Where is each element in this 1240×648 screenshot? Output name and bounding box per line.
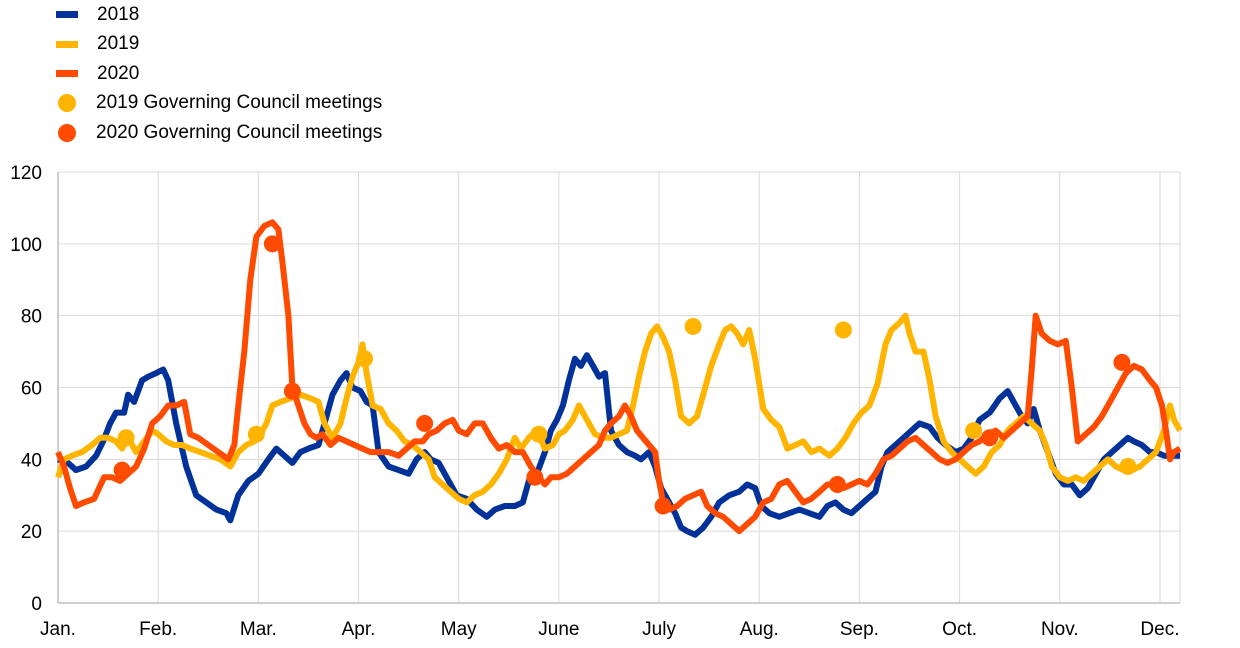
meeting-marker-2019 xyxy=(684,317,702,335)
x-tick-label: Mar. xyxy=(240,619,277,640)
axes xyxy=(57,172,1180,604)
y-tick-label: 120 xyxy=(10,163,42,184)
meeting-marker-2020 xyxy=(263,235,281,253)
legend-label: 2020 xyxy=(97,62,140,84)
meeting-marker-2019 xyxy=(247,425,265,443)
meeting-marker-2019 xyxy=(117,429,135,447)
legend-label: 2019 xyxy=(97,33,140,55)
meeting-marker-2020 xyxy=(654,497,672,515)
legend: 2018 2019 2020 2019 Governing Council meeti… xyxy=(50,0,382,148)
x-tick-label: Aug. xyxy=(740,619,779,640)
meeting-marker-2020 xyxy=(981,429,999,447)
legend-label: 2018 xyxy=(97,3,140,25)
x-tick-label: Nov. xyxy=(1041,619,1079,640)
y-tick-label: 0 xyxy=(31,594,42,615)
legend-item: 2020 Governing Council meetings xyxy=(50,118,382,148)
legend-dot-swatch xyxy=(58,94,76,113)
meeting-marker-2019 xyxy=(965,422,983,440)
y-tick-label: 60 xyxy=(21,379,42,400)
series-lines xyxy=(55,219,1183,538)
legend-line-swatch xyxy=(56,70,78,78)
meeting-marker-2019 xyxy=(834,321,852,339)
meeting-marker-2020 xyxy=(416,414,434,432)
x-tick-labels: Jan. Feb. Mar. Apr. May June July Aug. Sep. Oct. N… xyxy=(40,619,1179,640)
legend-item: 2020 xyxy=(50,59,382,89)
x-tick-label: Apr. xyxy=(342,619,376,640)
meeting-marker-2019 xyxy=(1119,458,1137,476)
series-line-2018 xyxy=(56,352,1180,538)
series-line-2020 xyxy=(55,219,1182,535)
legend-label: 2020 Governing Council meetings xyxy=(96,121,383,143)
meeting-marker-2020 xyxy=(113,461,131,479)
meeting-marker-2020 xyxy=(526,468,544,486)
x-tick-label: July xyxy=(642,619,676,640)
y-tick-label: 40 xyxy=(21,450,42,471)
legend-line-swatch xyxy=(56,40,78,48)
legend-dot-swatch xyxy=(58,123,76,142)
x-tick-label: May xyxy=(441,619,477,640)
gridlines xyxy=(58,171,1181,603)
legend-item: 2018 xyxy=(50,0,382,30)
y-tick-labels: 0 20 40 60 80 100 120 xyxy=(10,163,42,615)
meeting-marker-2020 xyxy=(828,475,846,493)
meeting-marker-2020 xyxy=(283,382,301,400)
meeting-marker-2019 xyxy=(356,350,374,368)
y-tick-label: 100 xyxy=(10,235,42,256)
y-tick-label: 20 xyxy=(21,522,42,543)
meeting-marker-2019 xyxy=(530,425,548,443)
x-tick-label: Sep. xyxy=(840,619,879,640)
x-tick-label: Jan. xyxy=(40,619,76,640)
series-line-2019 xyxy=(55,312,1183,506)
meeting-markers xyxy=(113,235,1137,515)
legend-label: 2019 Governing Council meetings xyxy=(96,92,383,114)
x-tick-label: Oct. xyxy=(942,619,977,640)
x-tick-label: Dec. xyxy=(1140,619,1179,640)
x-tick-label: Feb. xyxy=(139,619,177,640)
y-tick-label: 80 xyxy=(21,307,42,328)
legend-item: 2019 Governing Council meetings xyxy=(50,89,382,119)
x-tick-label: June xyxy=(538,619,579,640)
meeting-marker-2020 xyxy=(1113,353,1131,371)
legend-line-swatch xyxy=(56,11,78,19)
legend-item: 2019 xyxy=(50,30,382,60)
